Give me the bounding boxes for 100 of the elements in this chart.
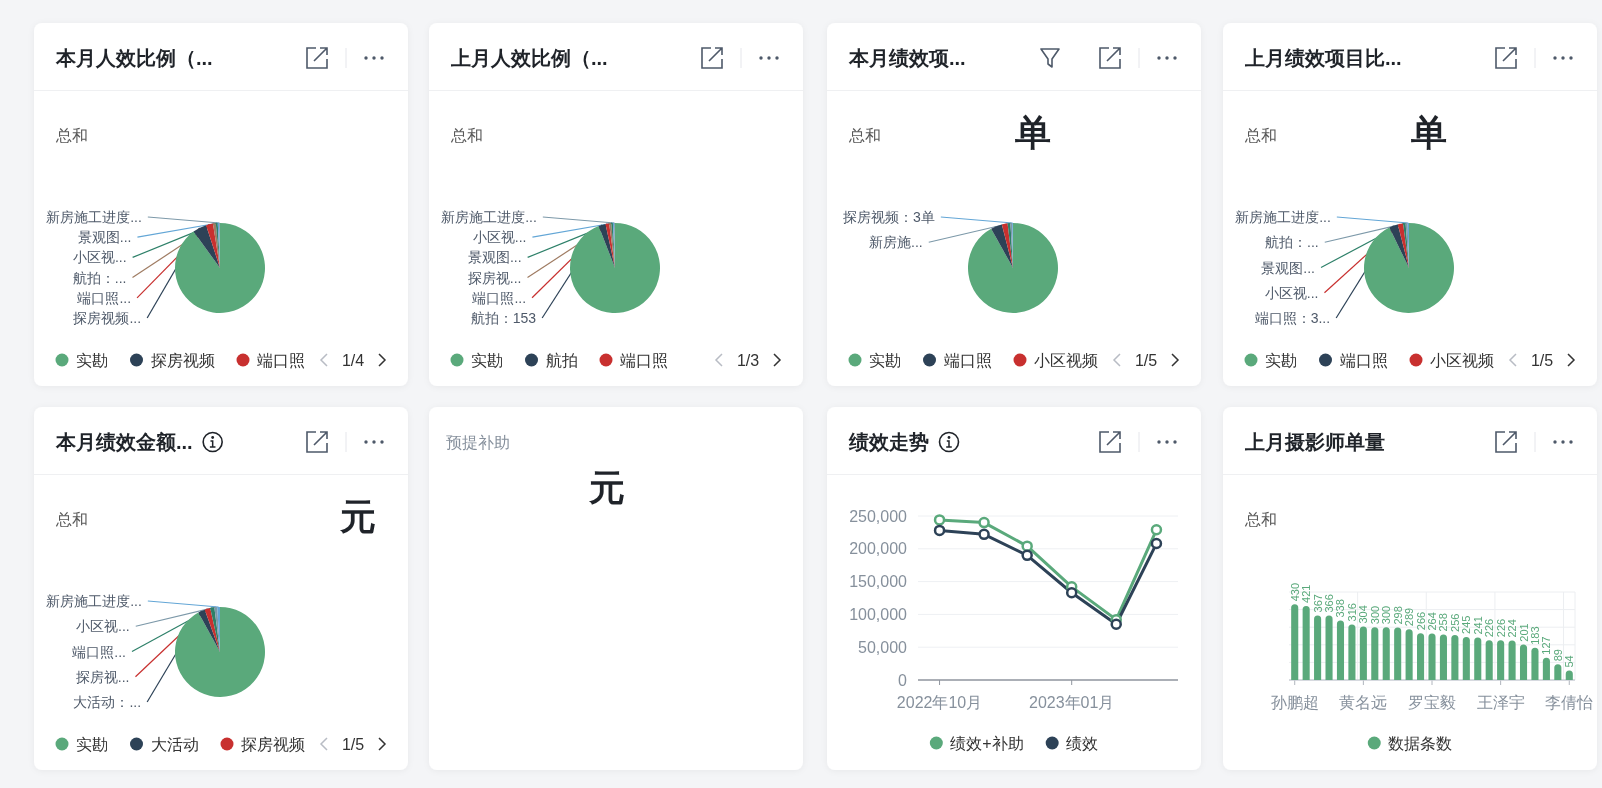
data-label: 256 [1448,613,1461,632]
chart-title: 上月摄影师单量 [1244,431,1385,453]
legend-label: 端口照 [1339,351,1388,369]
legend-label: 小区视频 [1430,351,1494,369]
legend-label: 实勘 [76,351,108,369]
data-label: 241 [1471,616,1484,635]
text: 总和 单 [1245,111,1447,153]
x-tick-label: 孙鹏超 [1270,693,1319,711]
text: 预提补助 [446,433,510,451]
x-tick-label: 2022年10月 [896,693,983,711]
chart-title: 本月人效比例（... [55,47,213,69]
text: 1/3 [736,351,760,369]
data-label: 421 [1300,584,1313,603]
y-tick-label: 200,000 [849,540,908,558]
data-label: 端口照... [77,289,132,306]
legend-label: 绩效+补助 [950,734,1024,752]
legend-label: 端口照 [257,351,305,369]
data-label: 366 [1323,594,1336,613]
data-label: 端口照... [472,289,527,306]
data-label: 新房施工进度... [46,209,142,225]
x-tick-label: 罗宝毅 [1408,693,1456,711]
legend-label: 探房视频 [241,735,305,753]
y-tick-label: 50,000 [858,638,908,656]
chart-subtitle: 总和 [1244,510,1277,528]
x-tick-label: 李倩怡 [1545,693,1594,711]
data-label: 小区视... [1264,284,1319,301]
data-label: 304 [1357,605,1370,624]
data-label: 端口照... [72,643,126,660]
legend-label: 实勘 [471,351,503,369]
legend-label: 端口照 [943,351,992,369]
data-label: 430 [1288,582,1301,602]
data-label: 258 [1437,613,1450,632]
chart-title: 本月绩效金额... [55,431,193,453]
data-label: 小区视... [472,229,527,246]
text: 总和 元 [56,495,376,537]
data-label: 127 [1540,636,1553,655]
chart-subtitle: 总和 [450,126,483,144]
data-label: 54 [1563,655,1576,668]
y-tick-label: 0 [898,671,908,689]
data-label: 景观图... [77,229,132,246]
text: 1/4 [341,351,365,369]
legend-label: 绩效 [1066,734,1099,752]
legend-label: 实勘 [76,735,108,753]
data-label: 224 [1506,619,1519,638]
data-label: 89 [1551,649,1564,662]
data-label: 探房视频：3单 [843,209,935,225]
data-label: 航拍：153 [470,310,537,326]
x-tick-label: 王泽宇 [1476,693,1525,711]
legend-label: 小区视频 [1034,351,1098,369]
chart-title: 绩效走势 [848,431,929,453]
text: 1/5 [1134,351,1158,369]
data-label: 探房视... [75,668,130,685]
legend-label: 实勘 [869,351,901,369]
legend-label: 探房视频 [150,351,215,369]
data-label: 183 [1528,626,1541,645]
data-label: 新房施工进度... [1235,209,1331,225]
text: 1/5 [1530,351,1554,369]
data-label: 298 [1391,606,1404,625]
text: 总和 单 [849,111,1051,153]
data-label: 264 [1426,612,1438,631]
x-tick-label: 黄名远 [1339,693,1388,711]
data-label: 300 [1380,605,1393,625]
legend-label: 大活动 [150,735,199,753]
y-tick-label: 250,000 [849,507,908,525]
data-label: 航拍：... [72,269,127,286]
data-label: 338 [1334,599,1347,618]
data-label: 300 [1368,605,1381,625]
x-tick-label: 2023年01月 [1029,693,1115,711]
y-tick-label: 100,000 [849,605,908,623]
data-label: 小区视... [76,618,130,635]
chart-title: 本月绩效项... [848,47,966,69]
data-label: 226 [1483,618,1496,638]
legend-label: 端口照 [620,351,668,369]
data-label: 新房施工进度... [46,593,142,609]
data-label: 大活动：... [73,694,142,710]
data-label: 226 [1494,618,1507,638]
text: 1/5 [341,735,365,753]
data-label: 端口照：3... [1254,310,1331,326]
text: 元 [588,466,625,508]
data-label: 289 [1403,607,1416,627]
y-tick-label: 150,000 [849,573,908,591]
data-label: 航拍：... [1265,234,1319,251]
data-label: 小区视... [72,249,127,266]
data-label: 探房视... [467,269,522,286]
data-label: 367 [1311,594,1324,613]
data-label: 景观图... [1261,259,1315,276]
chart-subtitle: 总和 [55,126,88,144]
data-label: 266 [1414,611,1427,631]
data-label: 201 [1517,623,1530,642]
data-label: 245 [1460,615,1473,634]
data-label: 景观图... [467,249,522,266]
legend-label: 数据条数 [1388,734,1453,752]
data-label: 探房视频... [73,310,142,326]
data-label: 新房施工进度... [441,209,537,225]
data-label: 316 [1345,603,1358,622]
legend-label: 实勘 [1265,351,1297,369]
data-label: 新房施... [869,234,923,251]
chart-title: 上月绩效项目比... [1244,47,1402,69]
legend-label: 航拍 [545,351,578,369]
chart-title: 上月人效比例（... [450,47,608,69]
